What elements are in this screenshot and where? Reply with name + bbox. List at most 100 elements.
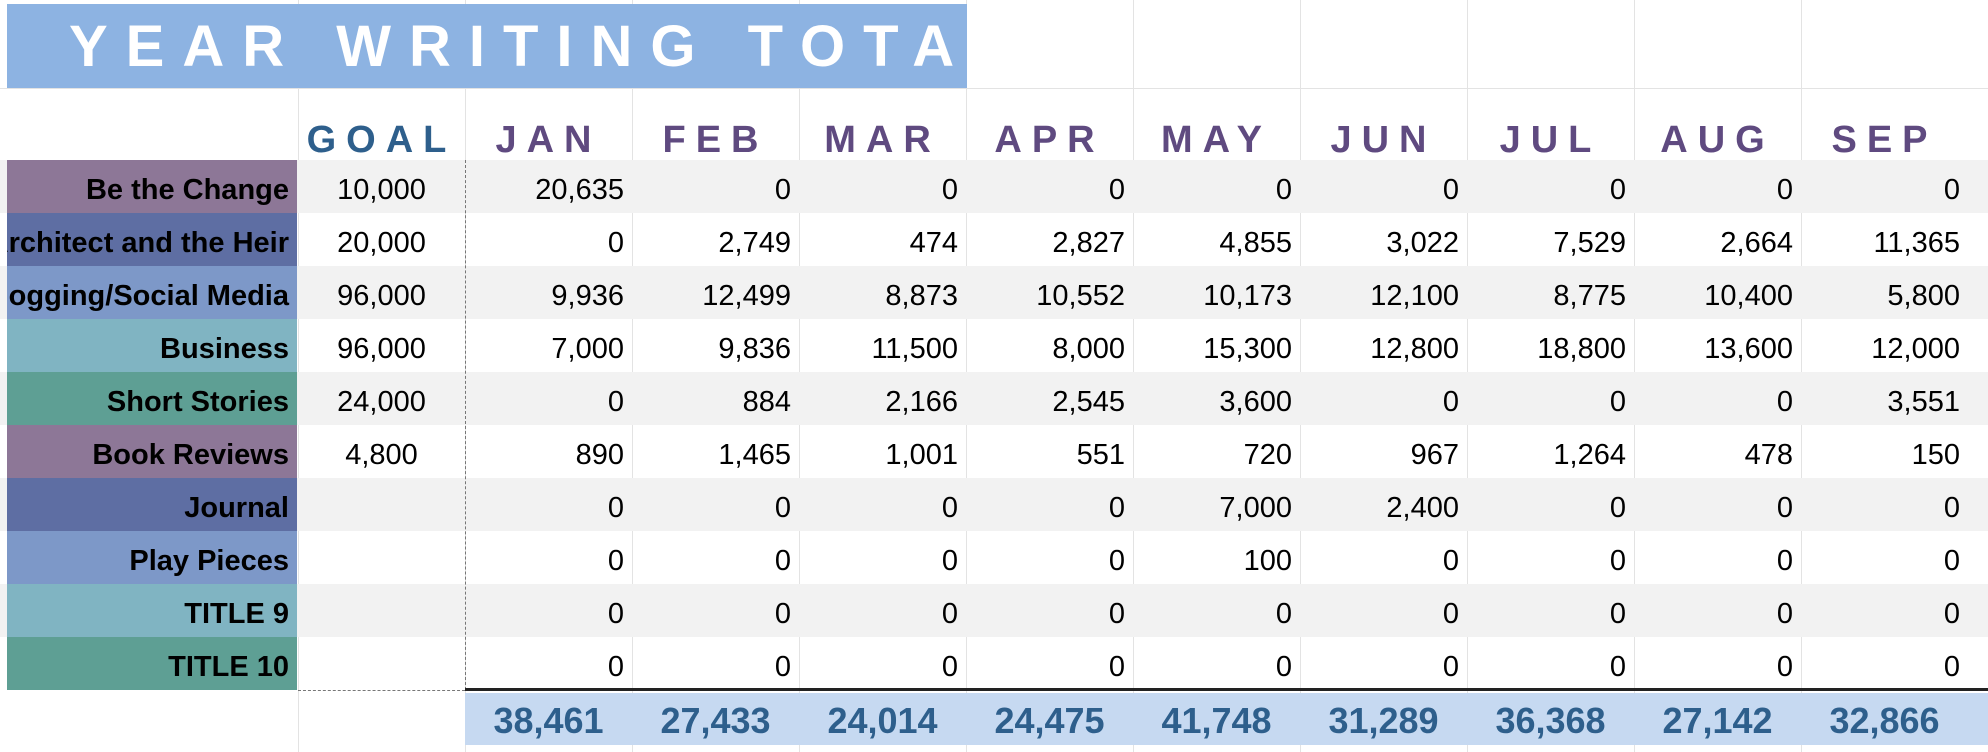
month-value-cell[interactable]: 0 (1108, 598, 1125, 630)
month-value-cell[interactable]: 967 (1410, 439, 1459, 471)
header-jan[interactable]: JAN (495, 119, 602, 161)
row-label-cell[interactable]: The Architect and the Heir (7, 213, 297, 266)
month-value-cell[interactable]: 0 (1108, 174, 1125, 206)
total-cell[interactable]: 31,289 (1328, 700, 1439, 741)
month-value-cell[interactable]: 0 (1442, 386, 1459, 418)
row-label-cell[interactable]: Short Stories (7, 372, 297, 425)
row-label-cell[interactable]: Play Pieces (7, 531, 297, 584)
month-value-cell[interactable]: 8,000 (1052, 333, 1125, 365)
total-cell[interactable]: 38,461 (493, 700, 604, 741)
month-value-cell[interactable]: 9,836 (718, 333, 791, 365)
month-value-cell[interactable]: 0 (774, 492, 791, 524)
month-value-cell[interactable]: 2,400 (1386, 492, 1459, 524)
month-value-cell[interactable]: 0 (1609, 386, 1626, 418)
month-value-cell[interactable]: 9,936 (551, 280, 624, 312)
month-value-cell[interactable]: 0 (774, 545, 791, 577)
month-value-cell[interactable]: 5,800 (1887, 280, 1960, 312)
month-value-cell[interactable]: 720 (1243, 439, 1292, 471)
goal-cell[interactable] (298, 531, 465, 584)
header-goal[interactable]: GOAL (306, 119, 457, 161)
month-value-cell[interactable]: 0 (1442, 598, 1459, 630)
month-value-cell[interactable]: 1,264 (1553, 439, 1626, 471)
month-value-cell[interactable]: 0 (1108, 492, 1125, 524)
month-value-cell[interactable]: 0 (1943, 598, 1960, 630)
goal-cell[interactable]: 10,000 (337, 174, 426, 206)
month-value-cell[interactable]: 0 (1108, 651, 1125, 683)
month-value-cell[interactable]: 0 (941, 598, 958, 630)
row-label-cell[interactable]: Business (7, 319, 297, 372)
month-value-cell[interactable]: 10,400 (1704, 280, 1793, 312)
month-value-cell[interactable]: 0 (607, 598, 624, 630)
month-value-cell[interactable]: 890 (575, 439, 624, 471)
month-value-cell[interactable]: 20,635 (535, 174, 624, 206)
row-label-cell[interactable]: Blogging/Social Media (7, 266, 297, 319)
month-value-cell[interactable]: 0 (1108, 545, 1125, 577)
row-label-cell[interactable]: Journal (7, 478, 297, 531)
month-value-cell[interactable]: 1,001 (885, 439, 958, 471)
sheet-title-banner[interactable]: YEAR WRITING TOTAL (7, 4, 1008, 88)
goal-cell[interactable] (298, 584, 465, 637)
month-value-cell[interactable]: 12,000 (1871, 333, 1960, 365)
goal-cell[interactable]: 4,800 (345, 439, 418, 471)
month-value-cell[interactable]: 0 (1943, 174, 1960, 206)
total-cell[interactable]: 32,866 (1829, 700, 1940, 741)
month-value-cell[interactable]: 3,551 (1887, 386, 1960, 418)
month-value-cell[interactable]: 0 (774, 598, 791, 630)
header-jun[interactable]: JUN (1330, 119, 1437, 161)
month-value-cell[interactable]: 0 (941, 492, 958, 524)
month-value-cell[interactable]: 3,600 (1219, 386, 1292, 418)
month-value-cell[interactable]: 0 (941, 174, 958, 206)
month-value-cell[interactable]: 0 (607, 651, 624, 683)
goal-cell[interactable]: 24,000 (337, 386, 426, 418)
month-value-cell[interactable]: 7,529 (1553, 227, 1626, 259)
row-label-cell[interactable]: TITLE 9 (7, 584, 297, 637)
month-value-cell[interactable]: 3,022 (1386, 227, 1459, 259)
month-value-cell[interactable]: 0 (1776, 598, 1793, 630)
month-value-cell[interactable]: 13,600 (1704, 333, 1793, 365)
month-value-cell[interactable]: 0 (1609, 651, 1626, 683)
month-value-cell[interactable]: 0 (1776, 492, 1793, 524)
total-cell[interactable]: 24,014 (827, 700, 938, 741)
total-cell[interactable]: 27,142 (1662, 700, 1773, 741)
month-value-cell[interactable]: 12,499 (702, 280, 791, 312)
goal-cell[interactable]: 20,000 (337, 227, 426, 259)
month-value-cell[interactable]: 2,749 (718, 227, 791, 259)
month-value-cell[interactable]: 100 (1243, 545, 1292, 577)
month-value-cell[interactable]: 0 (1609, 174, 1626, 206)
month-value-cell[interactable]: 0 (1609, 545, 1626, 577)
month-value-cell[interactable]: 0 (1943, 545, 1960, 577)
month-value-cell[interactable]: 4,855 (1219, 227, 1292, 259)
month-value-cell[interactable]: 11,365 (1873, 227, 1960, 259)
goal-cell[interactable]: 96,000 (337, 280, 426, 312)
month-value-cell[interactable]: 0 (1442, 545, 1459, 577)
month-value-cell[interactable]: 0 (607, 545, 624, 577)
total-cell[interactable]: 27,433 (660, 700, 771, 741)
month-value-cell[interactable]: 884 (742, 386, 791, 418)
header-mar[interactable]: MAR (824, 119, 941, 161)
month-value-cell[interactable]: 18,800 (1537, 333, 1626, 365)
month-value-cell[interactable]: 0 (1275, 651, 1292, 683)
month-value-cell[interactable]: 0 (1275, 174, 1292, 206)
month-value-cell[interactable]: 11,500 (871, 333, 958, 365)
month-value-cell[interactable]: 15,300 (1203, 333, 1292, 365)
month-value-cell[interactable]: 2,664 (1720, 227, 1793, 259)
month-value-cell[interactable]: 0 (1776, 386, 1793, 418)
month-value-cell[interactable]: 10,173 (1203, 280, 1292, 312)
month-value-cell[interactable]: 0 (774, 174, 791, 206)
total-cell[interactable]: 36,368 (1495, 700, 1606, 741)
month-value-cell[interactable]: 0 (1776, 651, 1793, 683)
month-value-cell[interactable]: 0 (774, 651, 791, 683)
month-value-cell[interactable]: 1,465 (718, 439, 791, 471)
goal-cell[interactable] (298, 478, 465, 531)
month-value-cell[interactable]: 0 (1776, 545, 1793, 577)
month-value-cell[interactable]: 474 (909, 227, 958, 259)
goal-cell[interactable]: 96,000 (337, 333, 426, 365)
month-value-cell[interactable]: 2,545 (1052, 386, 1125, 418)
month-value-cell[interactable]: 0 (1609, 492, 1626, 524)
month-value-cell[interactable]: 0 (1609, 598, 1626, 630)
total-cell[interactable]: 24,475 (994, 700, 1105, 741)
row-label-cell[interactable]: Be the Change (7, 160, 297, 213)
month-value-cell[interactable]: 0 (1442, 174, 1459, 206)
month-value-cell[interactable]: 0 (1776, 174, 1793, 206)
month-value-cell[interactable]: 8,775 (1553, 280, 1626, 312)
